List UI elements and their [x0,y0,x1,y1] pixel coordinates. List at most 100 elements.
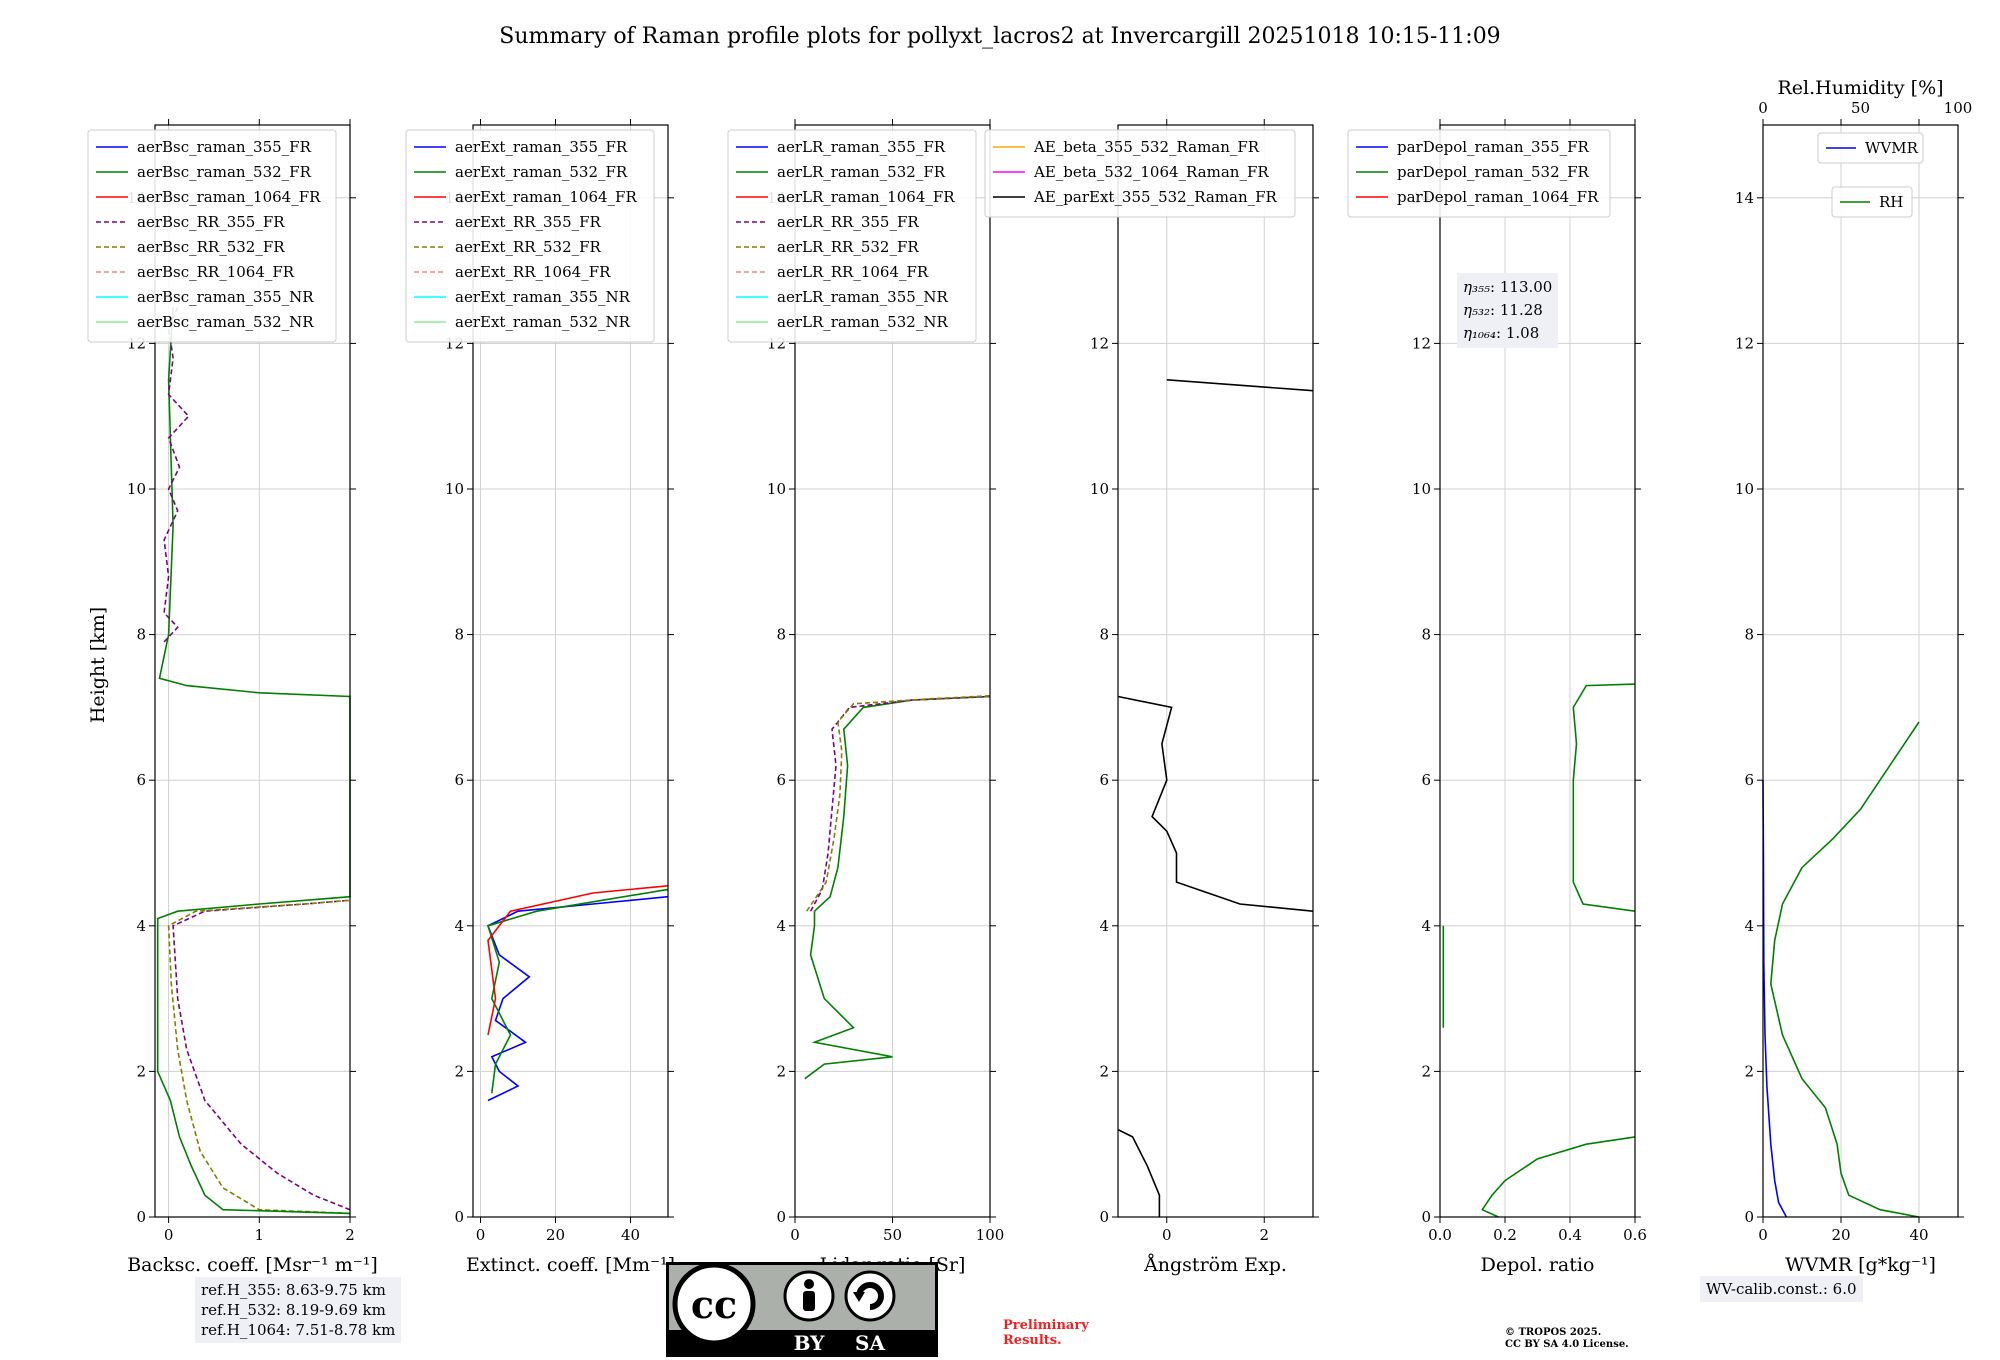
x-axis-label: Backsc. coeff. [Msr⁻¹ m⁻¹] [127,1254,378,1276]
y-tick-label: 10 [767,480,786,498]
eta-annotation-box: η₃₅₅: 113.00 η₅₃₂: 11.28 η₁₀₆₄: 1.08 [1457,273,1559,348]
y-tick-label: 4 [1099,917,1109,935]
x-tick-label: 0 [476,1226,486,1244]
legend-box [1347,129,1611,218]
series-line [804,695,991,1080]
legend-box [984,129,1296,218]
y-tick-label: 8 [776,626,786,644]
series-line [163,306,190,643]
y-tick-label: 8 [1421,626,1431,644]
cc-label: cc [691,1282,737,1327]
x-tick-label: 0.6 [1623,1226,1647,1244]
y-tick-label: 2 [1099,1062,1109,1080]
x-axis-label: Depol. ratio [1481,1254,1595,1276]
x-tick-label: 0 [164,1226,174,1244]
legend-label: aerLR_raman_532_NR [777,313,948,331]
y-tick-label: 10 [127,480,146,498]
legend-box [1831,186,1913,218]
x-axis-label: Extinct. coeff. [Mm⁻¹] [466,1254,675,1276]
legend-label: aerBsc_RR_1064_FR [137,263,295,281]
x-tick-label: 40 [621,1226,640,1244]
legend-label: aerExt_raman_355_NR [455,288,631,306]
axes-frame [472,124,669,1218]
y-tick-label: 8 [1744,626,1754,644]
y-tick-label: 6 [776,771,786,789]
x-tick-label: 0 [1758,1226,1768,1244]
axes-frame [1762,124,1959,1218]
top-x-tick-label: 50 [1851,99,1870,117]
y-tick-label: 6 [1421,771,1431,789]
copyright-line2: CC BY SA 4.0 License. [1505,1339,1629,1350]
y-tick-label: 12 [1090,334,1109,352]
y-tick-label: 0 [776,1208,786,1226]
y-tick-label: 6 [1099,771,1109,789]
preliminary-results-note: Preliminary Results. [1003,1318,1089,1348]
panel-lr: 05010002468101214Lidar ratio [Sr]aerLR_r… [727,119,1005,1276]
legend-box [727,129,977,343]
x-tick-label: 0 [790,1226,800,1244]
y-tick-label: 10 [1090,480,1109,498]
y-tick-label: 4 [776,917,786,935]
x-tick-label: 40 [1909,1226,1928,1244]
legend-label: aerLR_RR_1064_FR [777,263,929,281]
legend-label: aerBsc_raman_532_FR [137,163,312,181]
legend-label: aerBsc_RR_355_FR [137,213,285,231]
y-axis-label: Height [km] [87,607,109,723]
legend-label: WVMR [1865,139,1919,157]
series-line [156,306,351,1215]
legend-label: aerExt_RR_355_FR [455,213,602,231]
y-tick-label: 4 [1421,917,1431,935]
legend-label: aerLR_raman_355_FR [777,138,946,156]
top-axis-label: Rel.Humidity [%] [1777,77,1943,99]
ref-height-355: ref.H_355: 8.63-9.75 km [201,1281,386,1299]
series-line [809,695,991,912]
y-tick-label: 8 [454,626,464,644]
y-tick-label: 6 [1744,771,1754,789]
x-axis-label: Ångström Exp. [1143,1254,1287,1276]
y-tick-label: 12 [1412,334,1431,352]
y-tick-label: 12 [1735,334,1754,352]
y-tick-label: 10 [1735,480,1754,498]
x-axis-label: WVMR [g*kg⁻¹] [1785,1254,1936,1276]
y-tick-label: 4 [1744,917,1754,935]
legend-label: aerExt_raman_355_FR [455,138,628,156]
legend-box [87,129,337,343]
y-tick-label: 4 [454,917,464,935]
y-tick-label: 2 [454,1062,464,1080]
legend-box [405,129,655,343]
cc-icon [672,1262,756,1346]
top-x-tick-label: 100 [1944,99,1973,117]
y-tick-label: 14 [1735,189,1754,207]
legend-label: aerBsc_raman_1064_FR [137,188,321,206]
series-line [487,885,669,1036]
panel-ext: 0204002468101214Extinct. coeff. [Mm⁻¹]ae… [405,119,675,1276]
y-tick-label: 2 [776,1062,786,1080]
legend-label: RH [1879,193,1903,211]
series-line [486,888,669,1094]
reference-height-box: ref.H_355: 8.63-9.75 km ref.H_532: 8.19-… [195,1277,402,1343]
series-line [486,895,669,1102]
series-line [1481,1136,1636,1218]
x-tick-label: 0.0 [1428,1226,1452,1244]
eta-355: η₃₅₅: 113.00 [1463,278,1553,296]
x-tick-label: 0.4 [1558,1226,1582,1244]
series-line [806,695,991,912]
y-tick-label: 2 [1421,1062,1431,1080]
y-tick-label: 0 [1099,1208,1109,1226]
sa-label: SA [855,1331,885,1355]
x-tick-label: 20 [546,1226,565,1244]
legend-label: AE_beta_355_532_Raman_FR [1033,138,1260,156]
copyright-note: © TROPOS 2025. CC BY SA 4.0 License. [1505,1327,1629,1351]
x-tick-label: 100 [976,1226,1005,1244]
legend-label: aerExt_RR_1064_FR [455,263,611,281]
axes-frame [1439,124,1636,1218]
series-line [172,899,351,1211]
panel-ae: 0202468101214Ångström Exp.AE_beta_355_53… [984,119,1319,1276]
legend-label: aerBsc_RR_532_FR [137,238,285,256]
series-line [1769,721,1920,1218]
wv-calibration-box: WV-calib.const.: 6.0 [1700,1276,1863,1302]
legend-label: aerBsc_raman_532_NR [137,313,314,331]
axes-frame [1117,124,1314,1218]
x-tick-label: 2 [1259,1226,1269,1244]
